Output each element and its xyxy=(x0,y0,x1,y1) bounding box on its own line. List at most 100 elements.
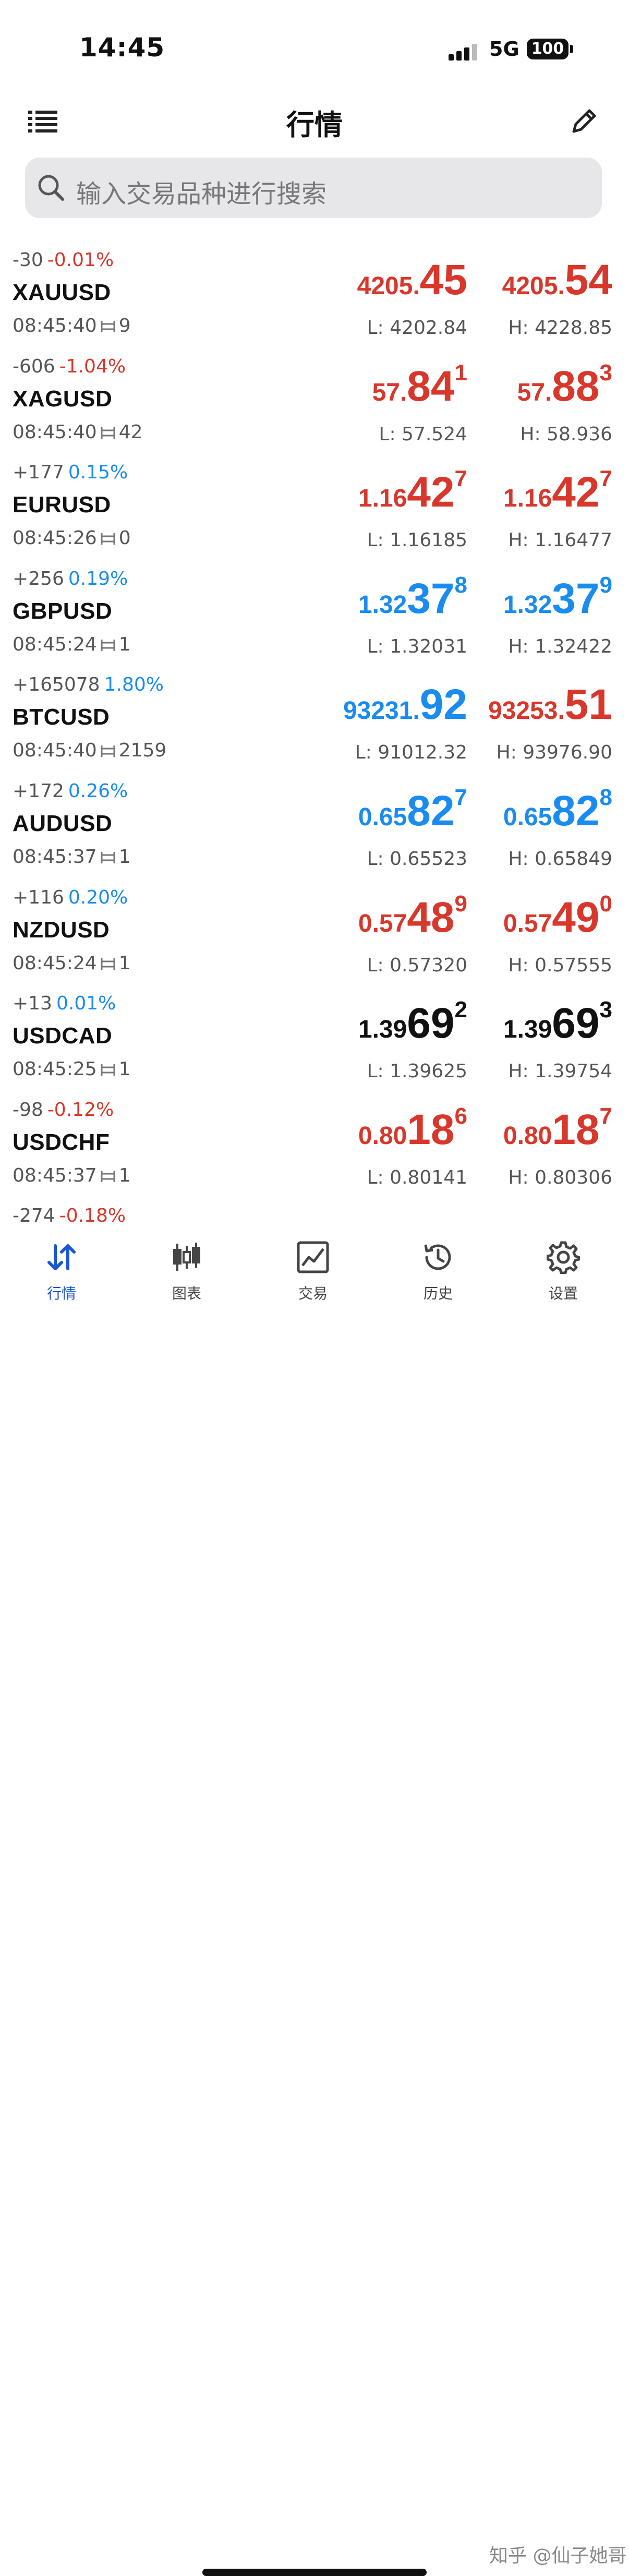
bid-price[interactable]: 57.841 xyxy=(372,360,467,411)
bid-price[interactable]: 1.39692 xyxy=(358,997,467,1048)
change-percent: 0.15% xyxy=(68,462,128,483)
change-line: -274 -0.18% xyxy=(13,1205,126,1226)
change-line: +13 0.01% xyxy=(13,993,116,1014)
quote-time: 08:45:37 xyxy=(13,846,97,868)
quote-row[interactable]: -98 -0.12% USDCHF 08:45:37 1 0.80186 0.80187 L:… xyxy=(0,1095,629,1201)
home-indicator[interactable] xyxy=(202,2569,427,2576)
ask-price-pip: 3 xyxy=(599,997,612,1022)
bid-price[interactable]: 4205.45 xyxy=(357,256,467,305)
quote-meta: 08:45:24 1 xyxy=(13,953,131,974)
spread-icon xyxy=(101,427,115,439)
bid-price-main: 92 xyxy=(419,681,467,728)
spread-value: 1 xyxy=(118,634,131,655)
day-high: H: 0.80306 xyxy=(508,1167,612,1188)
bid-price-pip: 7 xyxy=(454,466,467,491)
bid-price[interactable]: 0.57489 xyxy=(358,891,467,942)
change-percent: -0.18% xyxy=(59,1205,126,1226)
bid-price-pip: 9 xyxy=(454,891,467,917)
change-percent: 0.19% xyxy=(68,568,128,589)
tab-quotes[interactable]: 行情 xyxy=(20,1241,103,1303)
bid-price-pip: 2 xyxy=(454,997,467,1022)
bid-price[interactable]: 93231.92 xyxy=(343,680,467,729)
ask-price-main: 69 xyxy=(552,1000,600,1047)
bid-price[interactable]: 0.80186 xyxy=(358,1103,467,1154)
search-placeholder: 输入交易品种进行搜索 xyxy=(76,179,327,209)
bid-price-pip: 6 xyxy=(454,1103,467,1129)
change-line: -606 -1.04% xyxy=(13,356,126,377)
spread-icon xyxy=(101,745,115,757)
search-input[interactable]: 输入交易品种进行搜索 xyxy=(25,158,602,218)
candlestick-icon xyxy=(173,1243,200,1271)
ask-price-prefix: 1.39 xyxy=(503,1016,552,1043)
quote-row[interactable]: -30 -0.01% XAUUSD 08:45:40 9 4205.45 4205.54 L:… xyxy=(0,245,629,351)
symbol-name: AUDUSD xyxy=(13,811,113,836)
quote-row[interactable]: +172 0.26% AUDUSD 08:45:37 1 0.65827 0.65828 L:… xyxy=(0,776,629,882)
ask-price-prefix: 57. xyxy=(517,379,552,406)
quote-row[interactable]: +116 0.20% NZDUSD 08:45:24 1 0.57489 0.57490 L:… xyxy=(0,883,629,989)
status-bar: 14:45 5G 100 xyxy=(0,0,629,78)
ask-price-prefix: 93253. xyxy=(488,697,565,725)
ask-price[interactable]: 1.39693 xyxy=(503,997,612,1048)
tab-label: 图表 xyxy=(172,1285,201,1302)
ask-price-prefix: 1.16 xyxy=(503,485,552,512)
quote-row[interactable]: +165078 1.80% BTCUSD 08:45:40 2159 93231.92 93… xyxy=(0,670,629,776)
ask-price-main: 51 xyxy=(564,681,612,728)
quote-row[interactable]: +256 0.19% GBPUSD 08:45:24 1 1.32378 1.32379 L:… xyxy=(0,564,629,670)
edit-pencil-icon[interactable] xyxy=(568,105,600,137)
ask-price-main: 54 xyxy=(564,256,612,304)
tab-label: 交易 xyxy=(298,1285,328,1302)
quote-time: 08:45:24 xyxy=(13,953,97,974)
ask-price-pip: 7 xyxy=(599,1103,612,1129)
symbol-name: USDCHF xyxy=(13,1129,110,1155)
page-title: 行情 xyxy=(286,109,343,141)
tab-chart[interactable]: 图表 xyxy=(145,1241,228,1303)
tab-bar: 行情 图表 交易 历史 xyxy=(0,1226,629,2576)
quote-time: 08:45:40 xyxy=(13,422,97,443)
day-high: H: 4228.85 xyxy=(508,317,612,339)
ask-price[interactable]: 1.16427 xyxy=(503,466,612,517)
spread-icon xyxy=(101,1171,115,1182)
quote-time: 08:45:37 xyxy=(13,1165,97,1186)
ask-price-pip: 7 xyxy=(599,466,612,491)
quote-meta: 08:45:26 0 xyxy=(13,527,131,549)
bid-price-main: 42 xyxy=(407,468,455,516)
signal-icon xyxy=(449,44,477,61)
bid-price[interactable]: 1.32378 xyxy=(358,572,467,623)
ask-price[interactable]: 57.883 xyxy=(517,360,612,411)
symbol-name: EURUSD xyxy=(13,492,111,517)
spread-value: 1 xyxy=(118,846,131,868)
quotes-list[interactable]: -30 -0.01% XAUUSD 08:45:40 9 4205.45 4205.54 L:… xyxy=(0,245,629,1226)
quote-row[interactable]: -606 -1.04% XAGUSD 08:45:40 42 57.841 57.883 L:… xyxy=(0,352,629,458)
ask-price[interactable]: 4205.54 xyxy=(502,256,612,305)
change-points: +177 xyxy=(13,462,64,483)
tab-history[interactable]: 历史 xyxy=(396,1241,480,1303)
spread-value: 9 xyxy=(118,315,131,336)
bid-price-pip: 1 xyxy=(454,360,467,386)
change-percent: 0.01% xyxy=(56,993,116,1014)
ask-price-pip: 9 xyxy=(599,572,612,598)
quote-time: 08:45:40 xyxy=(13,315,97,336)
ask-price[interactable]: 1.32379 xyxy=(503,572,612,623)
quote-time: 08:45:25 xyxy=(13,1058,97,1080)
quote-time: 08:45:26 xyxy=(13,527,97,549)
bid-price-main: 37 xyxy=(407,575,455,622)
ask-price[interactable]: 93253.51 xyxy=(488,680,612,729)
bid-price[interactable]: 0.65827 xyxy=(358,785,467,836)
tab-settings[interactable]: 设置 xyxy=(522,1241,605,1303)
ask-price[interactable]: 0.80187 xyxy=(503,1103,612,1154)
quote-meta: 08:45:37 1 xyxy=(13,846,131,868)
bid-price-prefix: 1.16 xyxy=(358,485,407,512)
bid-price-prefix: 0.80 xyxy=(358,1122,407,1150)
quote-row[interactable]: -274 -0.18% xyxy=(0,1201,629,1226)
tab-trade[interactable]: 交易 xyxy=(271,1241,355,1303)
bid-price[interactable]: 1.16427 xyxy=(358,466,467,517)
list-menu-icon[interactable] xyxy=(27,109,58,135)
change-percent: -0.12% xyxy=(47,1099,114,1121)
quote-row[interactable]: +13 0.01% USDCAD 08:45:25 1 1.39692 1.39693 L: … xyxy=(0,989,629,1094)
day-high: H: 1.16477 xyxy=(508,529,612,551)
ask-price[interactable]: 0.57490 xyxy=(503,891,612,942)
bid-price-prefix: 0.57 xyxy=(358,910,407,937)
ask-price[interactable]: 0.65828 xyxy=(503,785,612,836)
symbol-name: XAGUSD xyxy=(13,386,113,412)
quote-row[interactable]: +177 0.15% EURUSD 08:45:26 0 1.16427 1.16427 L:… xyxy=(0,458,629,563)
